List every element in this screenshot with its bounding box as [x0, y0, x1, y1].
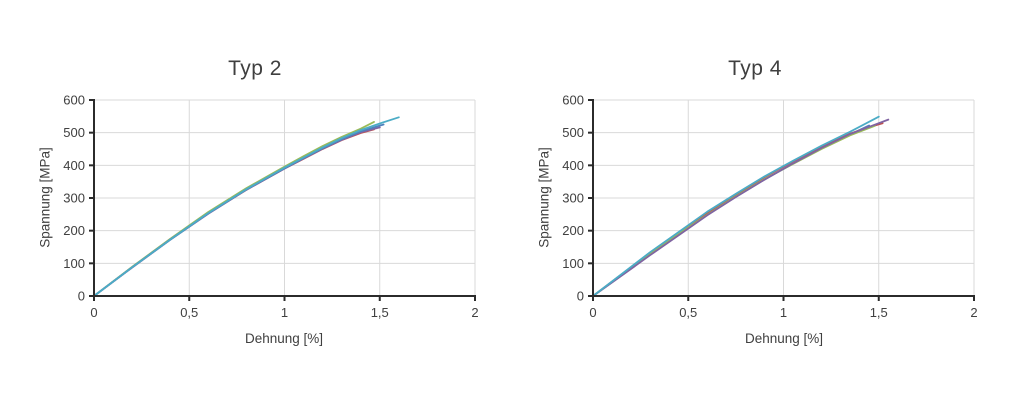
y-tick-label: 300 — [562, 191, 584, 206]
y-tick-label: 400 — [562, 158, 584, 173]
x-tick-label: 2 — [471, 305, 478, 320]
series-line — [93, 126, 381, 297]
y-tick-label: 600 — [63, 93, 85, 108]
y-tick-label: 0 — [577, 289, 584, 304]
x-tick-label: 0 — [90, 305, 97, 320]
x-tick-label: 1 — [281, 305, 288, 320]
x-tick-label: 0 — [589, 305, 596, 320]
y-tick-label: 100 — [63, 256, 85, 271]
series-line — [93, 123, 385, 297]
x-tick-label: 1 — [780, 305, 787, 320]
y-tick-label: 0 — [78, 289, 85, 304]
x-tick-label: 2 — [970, 305, 977, 320]
series-line — [592, 124, 876, 297]
x-tick-label: 1,5 — [870, 305, 888, 320]
x-axis-title-typ4: Dehnung [%] — [744, 331, 824, 346]
y-tick-label: 500 — [63, 125, 85, 140]
x-tick-label: 0,5 — [180, 305, 198, 320]
series-line — [592, 115, 880, 297]
series-line — [592, 124, 871, 297]
y-tick-label: 500 — [562, 125, 584, 140]
y-tick-label: 400 — [63, 158, 85, 173]
y-tick-label: 600 — [562, 93, 584, 108]
y-tick-label: 100 — [562, 256, 584, 271]
y-tick-label: 300 — [63, 191, 85, 206]
series-line — [592, 122, 884, 297]
series-line — [592, 118, 890, 297]
series-line — [93, 128, 375, 297]
chart-title-typ4: Typ 4 — [728, 57, 782, 80]
chart-title-typ2: Typ 2 — [228, 57, 282, 80]
y-tick-label: 200 — [63, 223, 85, 238]
y-tick-label: 200 — [562, 223, 584, 238]
x-tick-label: 0,5 — [679, 305, 697, 320]
x-tick-label: 1,5 — [371, 305, 389, 320]
series-line — [93, 121, 375, 297]
x-axis-title-typ2: Dehnung [%] — [244, 331, 324, 346]
series-line — [93, 116, 400, 297]
